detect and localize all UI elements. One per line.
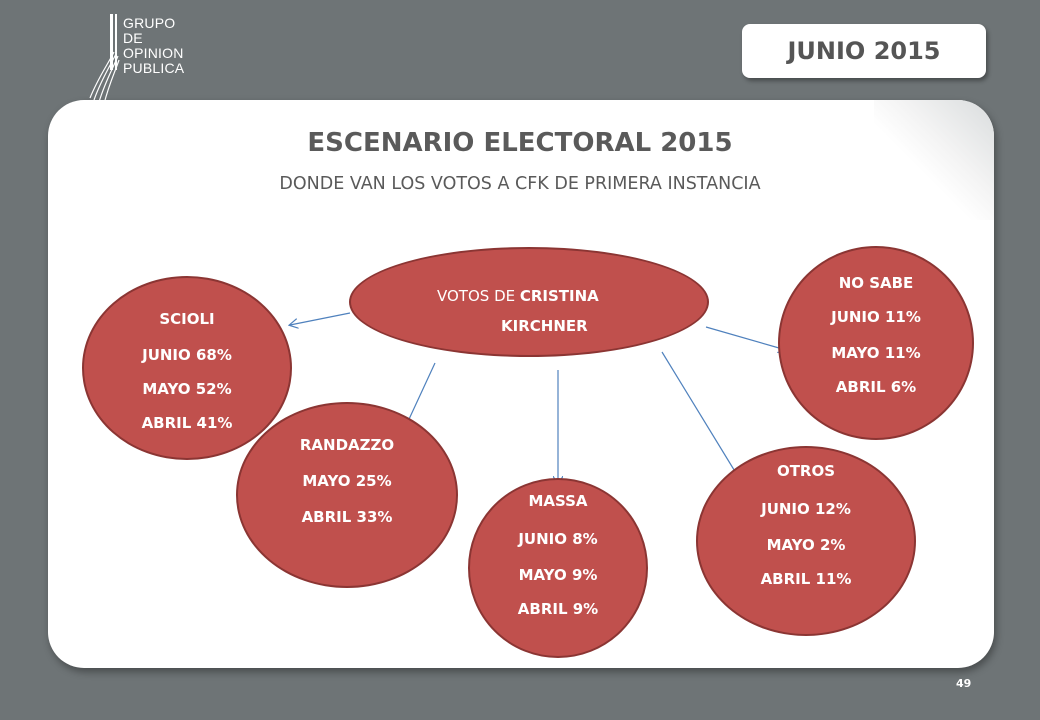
center-node-cristina-kirchner: VOTOS DE CRISTINA KIRCHNER [349, 247, 709, 357]
arrow-to-scioli [290, 312, 351, 325]
node-nosabe-title: NO SABE [838, 274, 914, 292]
node-randazzo-line-2: MAYO 25% [302, 472, 392, 490]
node-otros-title: OTROS [776, 462, 836, 480]
center-node-line-2: KIRCHNER [501, 317, 588, 335]
grupo-opinion-publica-logo: GRUPO DE OPINION PUBLICA [88, 10, 218, 105]
node-no-sabe: NO SABE JUNIO 11% MAYO 11% ABRIL 6% [778, 246, 974, 440]
logo-line-2: DE [123, 30, 143, 46]
node-massa: MASSA JUNIO 8% MAYO 9% ABRIL 9% [468, 478, 648, 658]
page-curl-decoration [874, 100, 994, 220]
node-nosabe-line-2: JUNIO 11% [831, 308, 921, 326]
slide-subtitle: DONDE VAN LOS VOTOS A CFK DE PRIMERA INS… [279, 174, 761, 194]
node-otros: OTROS JUNIO 12% MAYO 2% ABRIL 11% [696, 446, 916, 636]
node-massa-line-4: ABRIL 9% [517, 600, 599, 618]
page-number: 49 [956, 677, 972, 690]
node-otros-line-2: JUNIO 12% [761, 500, 851, 518]
center-node-name: CRISTINA [519, 287, 599, 305]
node-scioli-title: SCIOLI [159, 310, 215, 328]
node-massa-title: MASSA [528, 492, 588, 510]
node-scioli-line-2: JUNIO 68% [142, 346, 232, 364]
logo-line-4: PUBLICA [123, 60, 185, 76]
node-scioli-line-4: ABRIL 41% [141, 414, 233, 432]
logo-line-1: GRUPO [123, 15, 176, 31]
node-massa-line-2: JUNIO 8% [518, 530, 598, 548]
node-randazzo-line-3: ABRIL 33% [301, 508, 393, 526]
node-randazzo: RANDAZZO MAYO 25% ABRIL 33% [236, 402, 458, 588]
center-node-prefix: VOTOS DE [437, 287, 520, 305]
node-otros-line-4: ABRIL 11% [760, 570, 852, 588]
node-otros-line-3: MAYO 2% [766, 536, 846, 554]
logo-bar-thin [115, 14, 117, 70]
logo-line-3: OPINION [123, 45, 184, 61]
node-scioli: SCIOLI JUNIO 68% MAYO 52% ABRIL 41% [82, 276, 292, 460]
logo-bar [110, 14, 113, 70]
date-badge: JUNIO 2015 [742, 24, 986, 78]
node-randazzo-title: RANDAZZO [299, 436, 395, 454]
arrow-to-nosabe [705, 326, 786, 350]
node-nosabe-line-3: MAYO 11% [831, 344, 921, 362]
slide-title: ESCENARIO ELECTORAL 2015 [307, 128, 733, 158]
node-massa-line-3: MAYO 9% [518, 566, 598, 584]
node-nosabe-line-4: ABRIL 6% [835, 378, 917, 396]
logo-text: GRUPO DE OPINION PUBLICA [123, 16, 184, 76]
node-scioli-line-3: MAYO 52% [142, 380, 232, 398]
center-node-line-1: VOTOS DE CRISTINA [437, 287, 599, 305]
